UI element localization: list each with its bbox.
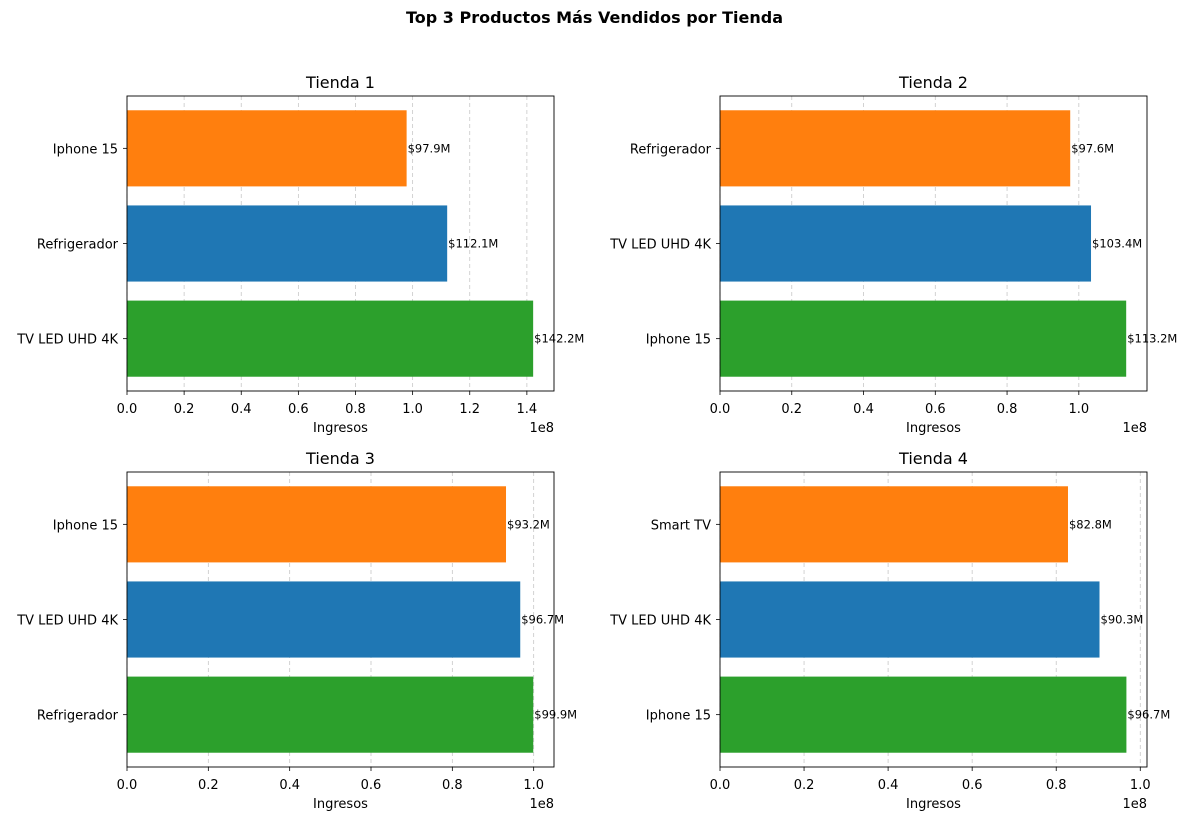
bar-value-label: $90.3M bbox=[1101, 613, 1144, 627]
y-tick-label: Refrigerador bbox=[37, 238, 119, 253]
subplot-title: Tienda 1 bbox=[305, 73, 375, 92]
axes-frame bbox=[126, 471, 555, 768]
x-axis-label: Ingresos bbox=[313, 421, 368, 436]
bar-3 bbox=[720, 486, 1068, 563]
bar-value-label: $82.8M bbox=[1069, 517, 1112, 531]
x-tick-label: 1.0 bbox=[402, 402, 423, 417]
bar-value-label: $99.9M bbox=[534, 708, 577, 722]
x-tick-label: 0.2 bbox=[794, 778, 815, 793]
x-offset-label: 1e8 bbox=[529, 421, 554, 436]
x-tick-label: 0.6 bbox=[361, 778, 382, 793]
x-tick-label: 0.2 bbox=[198, 778, 219, 793]
subplot-2: $113.2M Iphone 15 $103.4M TV LED UHD 4K $97.… bbox=[609, 73, 1177, 436]
y-tick-label: TV LED UHD 4K bbox=[609, 238, 711, 253]
bar-2 bbox=[720, 205, 1092, 282]
x-tick-label: 0.6 bbox=[962, 778, 983, 793]
bar-value-label: $96.7M bbox=[1127, 708, 1170, 722]
y-tick-label: TV LED UHD 4K bbox=[16, 333, 118, 348]
x-tick-label: 0.6 bbox=[925, 402, 946, 417]
x-offset-label: 1e8 bbox=[1122, 421, 1147, 436]
bar-value-label: $113.2M bbox=[1127, 332, 1177, 346]
y-tick-label: Iphone 15 bbox=[646, 333, 711, 348]
y-tick-label: Iphone 15 bbox=[53, 518, 118, 533]
x-tick-label: 1.0 bbox=[1068, 402, 1089, 417]
figure-suptitle: Top 3 Productos Más Vendidos por Tienda bbox=[406, 8, 783, 27]
x-tick-label: 0.0 bbox=[710, 778, 731, 793]
bar-value-label: $93.2M bbox=[507, 517, 550, 531]
bar-2 bbox=[127, 205, 448, 282]
y-tick-label: TV LED UHD 4K bbox=[609, 614, 711, 629]
x-tick-label: 0.4 bbox=[878, 778, 899, 793]
y-tick-label: Iphone 15 bbox=[53, 142, 118, 157]
subplot-3: $99.9M Refrigerador $96.7M TV LED UHD 4K $93… bbox=[16, 449, 577, 812]
bar-2 bbox=[127, 581, 521, 658]
subplot-title: Tienda 4 bbox=[898, 449, 968, 468]
x-tick-label: 1.0 bbox=[1130, 778, 1151, 793]
x-tick-label: 0.6 bbox=[288, 402, 309, 417]
x-tick-label: 1.4 bbox=[517, 402, 538, 417]
bar-3 bbox=[720, 110, 1071, 187]
bar-1 bbox=[127, 300, 534, 377]
x-tick-label: 0.4 bbox=[231, 402, 252, 417]
bar-value-label: $142.2M bbox=[534, 332, 584, 346]
x-tick-label: 0.2 bbox=[174, 402, 195, 417]
x-tick-label: 0.0 bbox=[117, 778, 138, 793]
bar-1 bbox=[127, 676, 534, 753]
bar-1 bbox=[720, 676, 1127, 753]
x-tick-label: 0.2 bbox=[781, 402, 802, 417]
x-tick-label: 0.4 bbox=[279, 778, 300, 793]
x-axis-label: Ingresos bbox=[906, 421, 961, 436]
bar-2 bbox=[720, 581, 1100, 658]
bar-value-label: $112.1M bbox=[448, 237, 498, 251]
y-tick-label: Refrigerador bbox=[630, 142, 712, 157]
x-axis-label: Ingresos bbox=[313, 797, 368, 812]
x-tick-label: 0.0 bbox=[117, 402, 138, 417]
axes-frame bbox=[719, 95, 1148, 392]
bar-value-label: $97.6M bbox=[1071, 141, 1114, 155]
y-tick-label: TV LED UHD 4K bbox=[16, 614, 118, 629]
bar-3 bbox=[127, 486, 507, 563]
subplot-4: $96.7M Iphone 15 $90.3M TV LED UHD 4K $82.8M… bbox=[609, 449, 1170, 812]
x-tick-label: 0.4 bbox=[853, 402, 874, 417]
bar-value-label: $96.7M bbox=[521, 613, 564, 627]
x-tick-label: 0.8 bbox=[997, 402, 1018, 417]
y-tick-label: Smart TV bbox=[651, 518, 711, 533]
bar-value-label: $103.4M bbox=[1092, 237, 1142, 251]
x-tick-label: 1.2 bbox=[459, 402, 480, 417]
subplot-title: Tienda 3 bbox=[305, 449, 375, 468]
x-tick-label: 0.0 bbox=[710, 402, 731, 417]
x-tick-label: 0.8 bbox=[345, 402, 366, 417]
bar-value-label: $97.9M bbox=[408, 141, 451, 155]
bar-3 bbox=[127, 110, 407, 187]
bar-1 bbox=[720, 300, 1127, 377]
x-axis-label: Ingresos bbox=[906, 797, 961, 812]
axes-frame bbox=[126, 95, 555, 392]
subplot-title: Tienda 2 bbox=[898, 73, 968, 92]
subplot-1: $142.2M TV LED UHD 4K $112.1M Refrigerador $… bbox=[16, 73, 584, 436]
x-tick-label: 0.8 bbox=[442, 778, 463, 793]
y-tick-label: Iphone 15 bbox=[646, 709, 711, 724]
axes-frame bbox=[719, 471, 1148, 768]
y-tick-label: Refrigerador bbox=[37, 709, 119, 724]
x-tick-label: 1.0 bbox=[523, 778, 544, 793]
x-tick-label: 0.8 bbox=[1046, 778, 1067, 793]
x-offset-label: 1e8 bbox=[529, 797, 554, 812]
x-offset-label: 1e8 bbox=[1122, 797, 1147, 812]
